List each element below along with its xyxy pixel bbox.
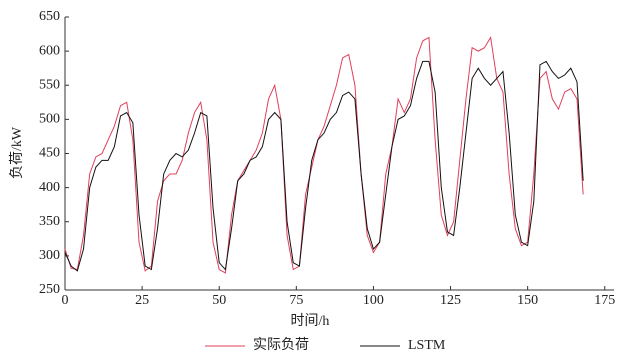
y-tick-label: 300 — [39, 248, 60, 263]
x-tick-label: 175 — [594, 293, 615, 308]
y-tick-label: 600 — [39, 43, 60, 58]
x-tick-label: 50 — [212, 293, 226, 308]
y-tick-label: 500 — [39, 112, 60, 127]
x-tick-label: 100 — [363, 293, 384, 308]
x-tick-label: 125 — [440, 293, 461, 308]
series-line — [64, 60, 584, 272]
x-tick-label: 25 — [135, 293, 149, 308]
legend-label: LSTM — [408, 338, 446, 353]
series-line — [64, 36, 584, 274]
y-tick-label: 550 — [39, 77, 60, 92]
y-tick-label: 350 — [39, 214, 60, 229]
y-axis-label: 负荷/kW — [9, 126, 25, 179]
x-tick-label: 0 — [62, 293, 69, 308]
y-tick-label: 650 — [39, 9, 60, 24]
x-tick-label: 75 — [289, 293, 303, 308]
y-tick-label: 450 — [39, 146, 60, 161]
x-axis-label: 时间/h — [291, 313, 330, 329]
legend-label: 实际负荷 — [253, 337, 309, 353]
x-tick-label: 150 — [517, 293, 538, 308]
y-tick-label: 400 — [39, 180, 60, 195]
y-tick-label: 250 — [39, 282, 60, 297]
